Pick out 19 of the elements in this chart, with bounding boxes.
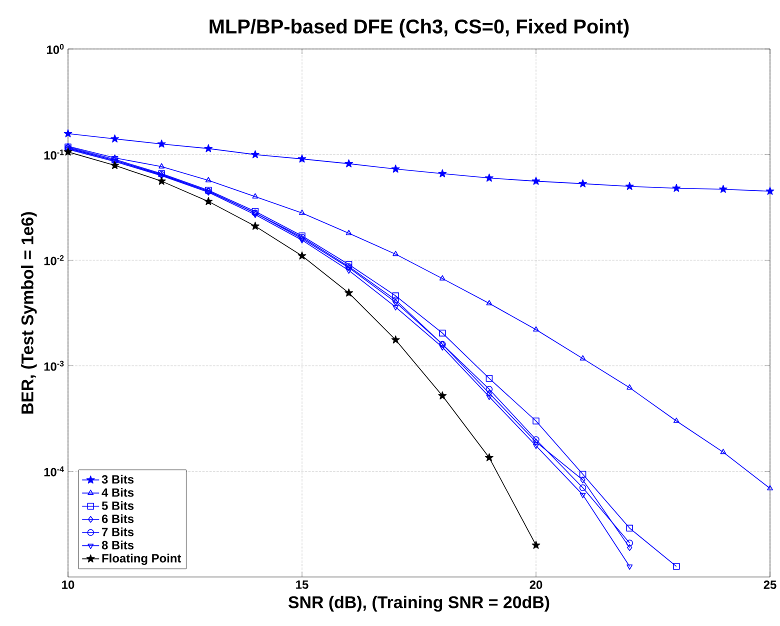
- x-tick-label: 25: [764, 580, 776, 589]
- legend-label: 6 Bits: [102, 514, 134, 524]
- y-tick-label: 10$^{-2}$: [44, 255, 64, 266]
- legend-label: Floating Point: [102, 554, 182, 565]
- x-tick-label: 15: [296, 580, 308, 589]
- legend-label: 4 Bits: [102, 488, 134, 497]
- legend-label: 3 Bits: [102, 474, 134, 484]
- x-tick-label: 20: [530, 580, 542, 589]
- y-axis-title: BER, (Test Symbol = 1e6): [20, 212, 37, 414]
- y-tick-label: 10$^{0}$: [47, 44, 64, 54]
- legend-label: 8 Bits: [102, 540, 134, 550]
- legend-label: 7 Bits: [102, 527, 134, 536]
- y-tick-label: 10$^{-3}$: [44, 360, 64, 371]
- chart-title: MLP/BP-based DFE (Ch3, CS=0, Fixed Point): [210, 18, 629, 38]
- x-tick-label: 10: [62, 580, 74, 589]
- x-axis-title: SNR (dB), (Training SNR = 20dB): [288, 596, 550, 612]
- y-tick-label: 10$^{-1}$: [44, 150, 64, 160]
- legend-label: 5 Bits: [102, 501, 134, 510]
- y-tick-label: 10$^{-4}$: [44, 466, 64, 476]
